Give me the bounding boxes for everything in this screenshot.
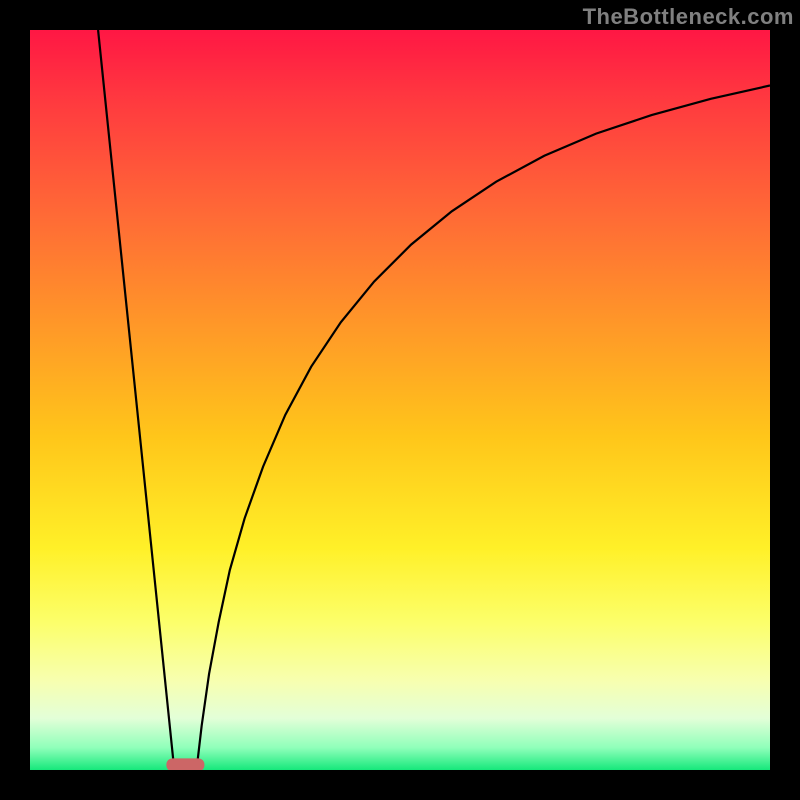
chart-container: TheBottleneck.com <box>0 0 800 800</box>
plot-area <box>30 30 770 770</box>
optimal-marker <box>166 758 204 770</box>
gradient-background <box>30 30 770 770</box>
watermark-text: TheBottleneck.com <box>583 4 794 30</box>
